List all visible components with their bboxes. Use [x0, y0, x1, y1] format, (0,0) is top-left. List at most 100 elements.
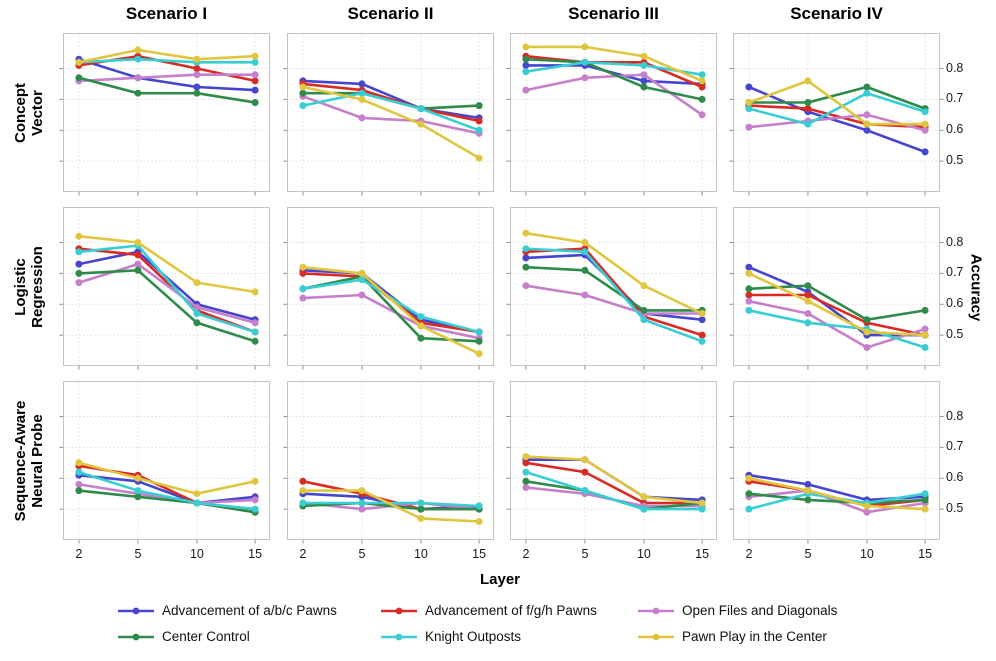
x-tick-label: 15	[695, 547, 710, 561]
x-tick-label: 2	[522, 547, 530, 561]
series-knight-outposts	[75, 242, 259, 336]
series-abc-pawns	[745, 83, 929, 156]
legend-label: Knight Outposts	[425, 629, 522, 644]
tick-marks	[59, 68, 256, 196]
series-center-control	[745, 490, 929, 507]
y-axis-title: Accuracy	[967, 253, 985, 322]
series-knight-outposts	[299, 499, 483, 510]
legend-label: Center Control	[162, 629, 250, 644]
series-open-files	[75, 480, 259, 507]
tick-marks	[283, 68, 480, 196]
x-tick-label: 10	[413, 547, 428, 561]
legend-label: Advancement of f/g/h Pawns	[425, 603, 597, 618]
y-tick-label: 0.8	[946, 408, 964, 423]
tick-marks	[59, 416, 256, 544]
legend-item-knight-outposts: Knight Outposts	[381, 627, 638, 646]
y-tick-label: 0.5	[946, 501, 964, 516]
y-tick-label: 0.7	[946, 265, 964, 280]
tick-marks	[506, 416, 703, 544]
subplot-logistic-regression-scenario-i	[59, 207, 270, 370]
series-pawn-play	[299, 263, 483, 358]
x-tick-label: 2	[745, 547, 753, 561]
x-tick-label: 10	[636, 547, 651, 561]
y-tick-label: 0.8	[946, 234, 964, 249]
series-knight-outposts	[522, 468, 706, 513]
series-pawn-play	[745, 269, 929, 339]
series-knight-outposts	[522, 245, 706, 345]
series-pawn-play	[745, 77, 929, 128]
legend-item-fgh-pawns: Advancement of f/g/h Pawns	[381, 601, 638, 620]
subplot-concept-vector-scenario-iv	[729, 33, 944, 196]
x-tick-label: 10	[189, 547, 204, 561]
subplot-concept-vector-scenario-ii	[283, 33, 494, 196]
series-open-files	[75, 260, 259, 327]
series-pawn-play	[75, 459, 259, 498]
x-tick-label: 10	[859, 547, 874, 561]
y-tick-label: 0.7	[946, 439, 964, 454]
series-pawn-play	[299, 487, 483, 525]
legend-label: Open Files and Diagonals	[682, 603, 838, 618]
x-tick-label: 15	[248, 547, 263, 561]
tick-marks	[506, 242, 703, 370]
legend-marker-knight-outposts-icon	[381, 633, 417, 640]
series-center-control	[75, 266, 259, 345]
legend-marker-fgh-pawns-icon	[381, 607, 417, 614]
legend-marker-center-control-icon	[118, 633, 154, 640]
y-tick-label: 0.6	[946, 470, 964, 485]
column-title-scenario-i: Scenario I	[125, 4, 208, 23]
series-knight-outposts	[745, 89, 929, 128]
legend-label: Pawn Play in the Center	[682, 629, 827, 644]
x-tick-label: 15	[918, 547, 933, 561]
series-pawn-play	[75, 232, 259, 296]
tick-marks	[729, 68, 944, 196]
y-tick-label: 0.7	[946, 91, 964, 106]
series-pawn-play	[522, 229, 706, 317]
series-pawn-play	[522, 453, 706, 507]
row-label-sequence-aware-neural-probe: Sequence-Aware Neural Probe	[12, 400, 46, 522]
series-pawn-play	[75, 46, 259, 66]
subplot-concept-vector-scenario-iii	[506, 33, 717, 196]
legend-marker-abc-pawns-icon	[118, 607, 154, 614]
series-knight-outposts	[745, 306, 929, 351]
series-pawn-play	[522, 43, 706, 85]
series-knight-outposts	[75, 468, 259, 513]
subplot-sequence-aware-neural-probe-scenario-ii	[283, 381, 494, 544]
x-tick-label: 5	[134, 547, 142, 561]
series-pawn-play	[745, 474, 929, 513]
legend-item-pawn-play: Pawn Play in the Center	[638, 627, 888, 646]
subplot-logistic-regression-scenario-iii	[506, 207, 717, 370]
x-tick-label: 5	[581, 547, 589, 561]
tick-marks	[729, 242, 944, 370]
y-tick-label: 0.6	[946, 122, 964, 137]
column-title-scenario-ii: Scenario II	[347, 4, 434, 23]
legend-marker-open-files-icon	[638, 607, 674, 614]
legend-label: Advancement of a/b/c Pawns	[162, 603, 337, 618]
x-tick-label: 15	[472, 547, 487, 561]
legend-item-abc-pawns: Advancement of a/b/c Pawns	[118, 601, 381, 620]
column-title-scenario-iv: Scenario IV	[790, 4, 883, 23]
legend-item-open-files: Open Files and Diagonals	[638, 601, 888, 620]
y-tick-label: 0.5	[946, 153, 964, 168]
x-tick-label: 5	[358, 547, 366, 561]
series-pawn-play	[299, 83, 483, 162]
series-knight-outposts	[522, 58, 706, 79]
subplot-sequence-aware-neural-probe-scenario-iii	[506, 381, 717, 544]
tick-marks	[283, 416, 480, 544]
legend: Advancement of a/b/c Pawns Advancement of…	[118, 601, 888, 646]
subplot-sequence-aware-neural-probe-scenario-i	[59, 381, 270, 544]
legend-marker-pawn-play-icon	[638, 633, 674, 640]
x-tick-label: 5	[804, 547, 812, 561]
row-label-logistic-regression: Logistic Regression	[12, 246, 46, 328]
x-axis-title: Layer	[479, 571, 521, 588]
series-knight-outposts	[299, 89, 483, 134]
legend-item-center-control: Center Control	[118, 627, 381, 646]
subplot-logistic-regression-scenario-iv	[729, 207, 944, 370]
row-label-concept-vector: Concept Vector	[12, 83, 46, 143]
subplot-logistic-regression-scenario-ii	[283, 207, 494, 370]
x-tick-label: 2	[75, 547, 83, 561]
y-tick-label: 0.5	[946, 327, 964, 342]
subplot-sequence-aware-neural-probe-scenario-iv	[729, 381, 944, 544]
x-tick-label: 2	[299, 547, 307, 561]
tick-marks	[729, 416, 944, 544]
